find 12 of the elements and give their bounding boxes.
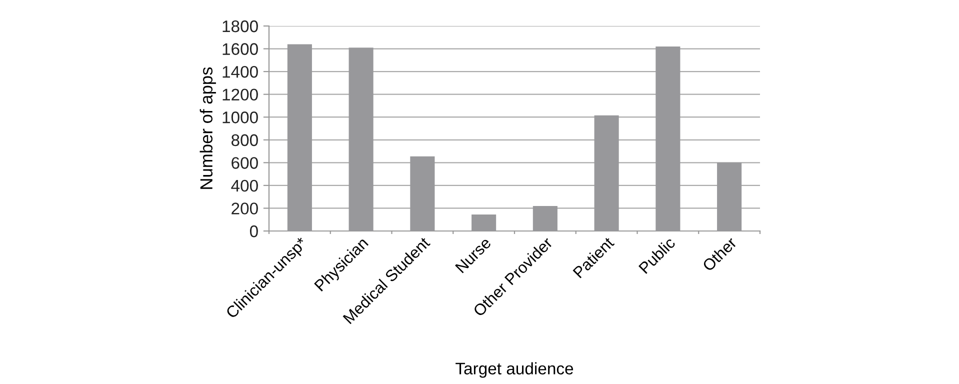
y-tick-label: 200 [232, 202, 258, 214]
y-tick-label: 1400 [222, 66, 258, 78]
x-axis-title: Target audience [456, 362, 574, 378]
y-axis-title: Number of apps [200, 67, 216, 189]
y-tick-label: 0 [250, 225, 258, 238]
y-tick-label: 600 [232, 157, 258, 169]
y-tick-label: 1200 [222, 88, 258, 101]
y-tick-label: 1600 [222, 43, 258, 55]
y-tick-label: 1000 [222, 112, 258, 124]
y-tick-label: 400 [231, 180, 258, 192]
y-tick-label: 1800 [222, 20, 258, 32]
y-tick-label: 800 [232, 134, 258, 146]
